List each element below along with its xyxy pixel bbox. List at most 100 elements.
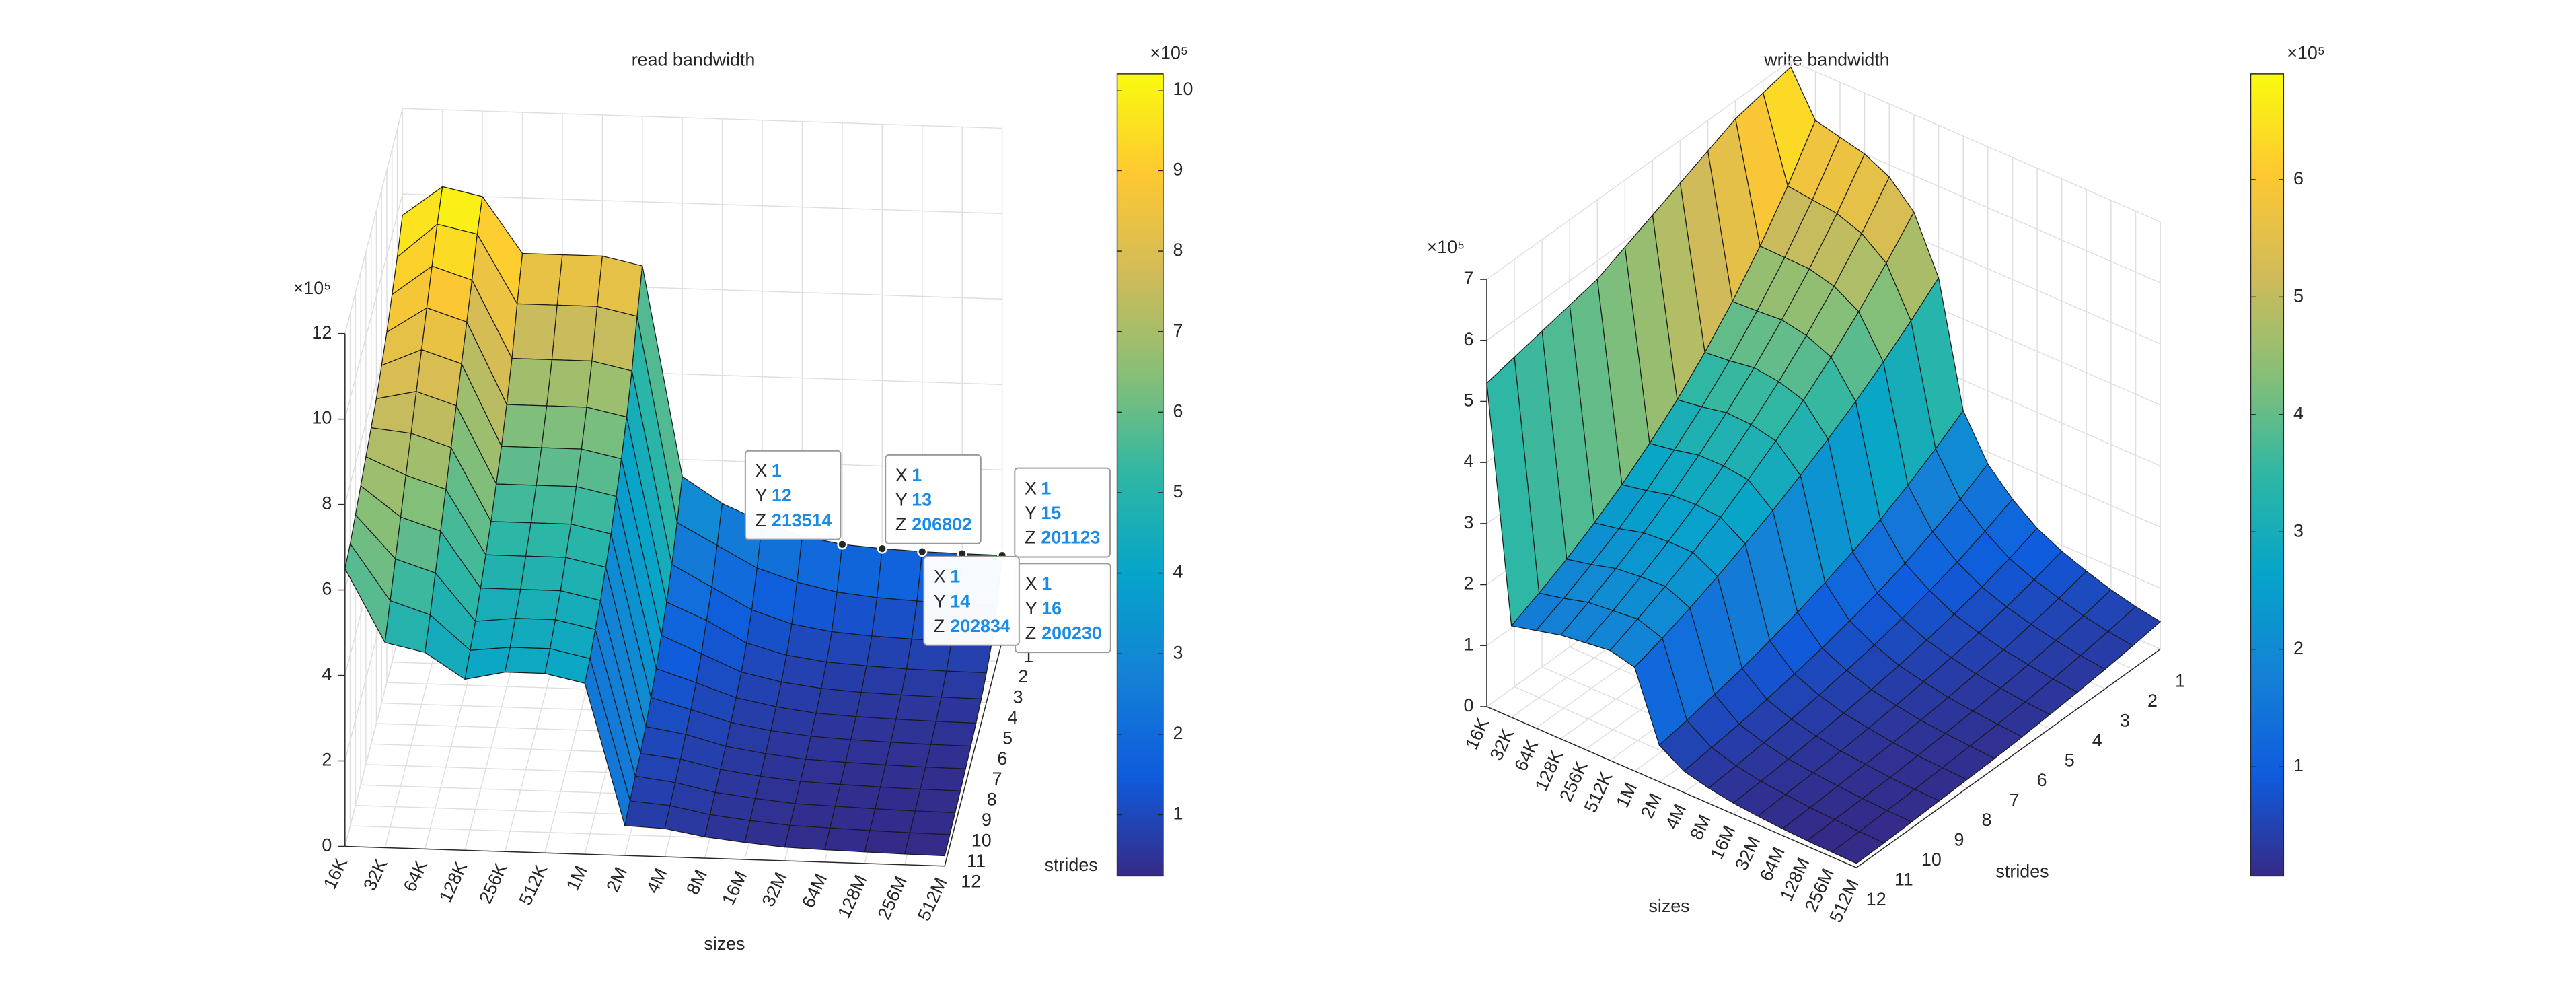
- datatip-value: 1: [1041, 478, 1051, 498]
- datatip-label: X: [895, 465, 908, 485]
- datatip-value: 15: [1041, 503, 1061, 523]
- colorbar-tick-label: 10: [1173, 79, 1193, 99]
- y-tick-label: 6: [2037, 770, 2047, 790]
- y-tick-label: 1: [2175, 670, 2185, 691]
- surface-face: [890, 719, 936, 745]
- y-tick-label: 7: [992, 769, 1002, 789]
- colorbar-tick-label: 7: [1173, 320, 1183, 341]
- datatip-box: [744, 450, 842, 540]
- colorbar-tick-label: 3: [1173, 642, 1183, 662]
- surface-face: [624, 800, 671, 829]
- z-exponent-label: ×10⁵: [1427, 237, 1465, 257]
- surface-face: [824, 827, 871, 853]
- datatip-label: Y: [934, 591, 946, 611]
- datatip-box: [885, 454, 982, 544]
- colorbar-tick-label: 2: [1173, 723, 1183, 743]
- surface-face: [591, 306, 638, 372]
- y-tick-label: 6: [997, 748, 1007, 769]
- datatip-value: 213514: [772, 510, 832, 530]
- surface-face: [815, 688, 862, 717]
- grid-line: [344, 621, 403, 847]
- surface-face: [930, 721, 977, 747]
- surface-face: [869, 808, 916, 833]
- surface-face: [509, 618, 556, 649]
- datatip-value: 201123: [1041, 528, 1100, 548]
- y-tick-label: 12: [1866, 889, 1886, 909]
- surface-face: [836, 544, 883, 598]
- surface-face: [490, 483, 537, 524]
- colorbar: [2250, 73, 2285, 877]
- z-tick-label: 1: [1464, 634, 1474, 654]
- z-tick-label: 10: [311, 408, 332, 428]
- chart-title: write bandwidth: [1763, 49, 1890, 69]
- surface-face: [517, 252, 563, 306]
- surface-face: [904, 832, 951, 857]
- surface-face: [855, 692, 902, 720]
- colorbar-tick-label: 4: [1173, 562, 1183, 582]
- datatip-value: 1: [912, 465, 922, 485]
- surface-face: [784, 824, 831, 851]
- z-exponent-label: ×10⁵: [293, 278, 332, 298]
- y-tick-label: 2: [2147, 691, 2158, 711]
- y-tick-label: 8: [987, 789, 997, 810]
- z-tick-label: 8: [322, 493, 332, 514]
- surface-face: [485, 521, 531, 557]
- surface-face: [525, 522, 572, 558]
- axis-line: [1486, 706, 1857, 868]
- surface-face: [871, 597, 918, 640]
- surface-face: [475, 588, 521, 622]
- surface-face: [1831, 831, 1885, 864]
- surface-face: [795, 781, 841, 807]
- surface-face: [511, 303, 558, 361]
- surface-face: [946, 641, 992, 674]
- surface-face: [800, 759, 846, 785]
- surface-face: [914, 789, 961, 814]
- grid-line: [344, 193, 403, 419]
- y-tick-label: 9: [1954, 830, 1964, 850]
- grid-line: [1790, 60, 2161, 223]
- surface-face: [520, 555, 566, 592]
- surface-face: [530, 485, 577, 525]
- y-tick-label: 12: [961, 871, 981, 891]
- surface-face: [879, 764, 926, 790]
- datatip-label: Z: [1025, 623, 1036, 643]
- y-tick-label: 3: [2120, 710, 2130, 730]
- colorbar-tick-label: 1: [2293, 755, 2304, 775]
- surface-face: [556, 254, 603, 307]
- datatip-value: 14: [950, 591, 970, 611]
- colorbar-tick-label: 5: [1173, 481, 1183, 501]
- datatip-value: 16: [1041, 598, 1062, 619]
- surface-face: [480, 554, 527, 590]
- colorbar-tick-label: 9: [1173, 160, 1183, 180]
- z-tick-label: 4: [1464, 451, 1474, 471]
- datatip-value: 13: [912, 489, 932, 509]
- y-tick-label: 4: [2092, 730, 2102, 750]
- y-tick-label: 7: [2010, 790, 2020, 810]
- surface-face: [546, 359, 593, 408]
- datatip-label: Z: [1025, 528, 1035, 548]
- surface-face: [496, 446, 542, 486]
- surface-face: [744, 820, 790, 848]
- x-axis-label: sizes: [704, 934, 745, 954]
- datatip-label: X: [1025, 478, 1037, 498]
- z-tick-label: 0: [322, 835, 332, 855]
- datatip-value: 200230: [1041, 623, 1102, 643]
- colorbar: [1116, 73, 1164, 877]
- z-tick-label: 3: [1464, 512, 1474, 532]
- surface-face: [597, 255, 643, 317]
- datatip-label: Z: [755, 510, 766, 530]
- z-tick-label: 6: [1464, 329, 1474, 349]
- surface-face: [885, 742, 932, 768]
- datatip-value: 206802: [912, 514, 972, 534]
- surface-face: [834, 783, 881, 810]
- axis-line: [944, 641, 1003, 866]
- surface-face: [830, 806, 876, 831]
- datatip-marker: [837, 539, 848, 550]
- datatip-marker: [877, 543, 887, 554]
- datatip-label: Y: [1025, 503, 1037, 523]
- y-tick-label: 11: [967, 851, 986, 871]
- y-tick-label: 9: [982, 810, 992, 830]
- datatip-marker: [917, 547, 928, 557]
- datatip-label: X: [755, 461, 767, 481]
